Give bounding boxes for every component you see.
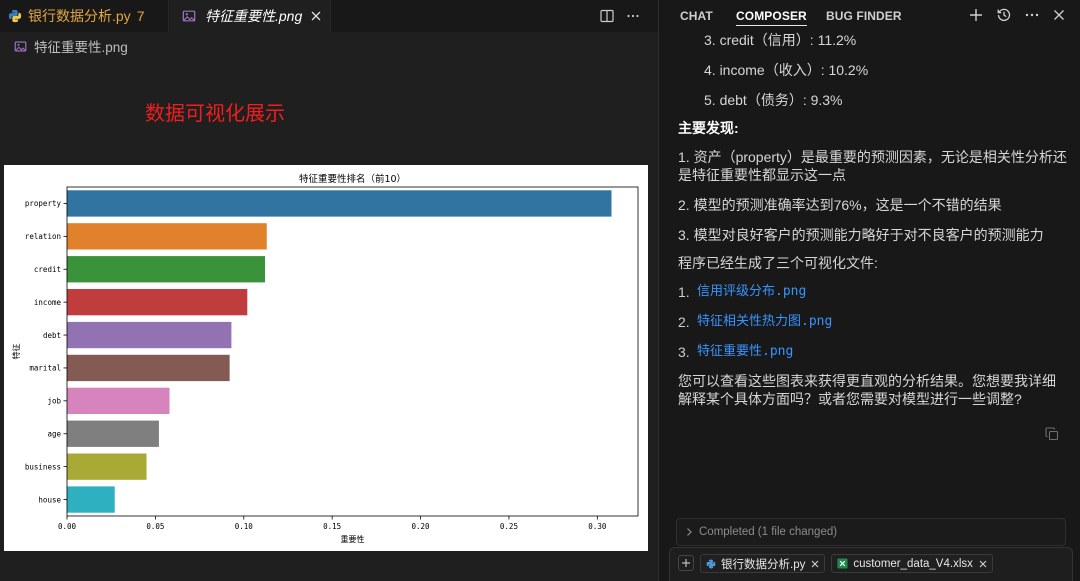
bar-house [67, 486, 115, 513]
tab-label: 银行数据分析.py [28, 8, 131, 24]
problem-count-badge: 7 [136, 8, 145, 24]
chart-title: 特征重要性排名（前10） [299, 173, 406, 185]
bar-business [67, 453, 147, 480]
tab-composer[interactable]: COMPOSER [736, 8, 807, 26]
y-tick-label: relation [25, 232, 61, 241]
axes-frame [66, 186, 639, 517]
tab-bug-finder[interactable]: BUG FINDER [826, 9, 902, 23]
tab-bank-analysis-py[interactable]: 银行数据分析.py 7 [0, 0, 169, 32]
x-tick-label: 0.00 [58, 522, 77, 531]
file-link[interactable]: 信用评级分布.png [697, 284, 807, 299]
findings-heading: 主要发现: [678, 120, 739, 136]
finding-item: 1. 资产（property）是最重要的预测因素，无论是相关性分析还是特征重要性… [678, 149, 1067, 183]
bar-debt [67, 321, 232, 349]
y-tick-label: job [47, 397, 61, 406]
close-icon[interactable] [310, 10, 322, 22]
x-tick-label: 0.30 [588, 522, 607, 531]
list-number: 2. [678, 314, 690, 330]
feature-importance-chart: property relation credit income debt marital j… [11, 173, 639, 544]
python-file-icon [706, 559, 716, 568]
tab-chat[interactable]: CHAT [680, 9, 713, 23]
y-tick-label: marital [29, 364, 61, 373]
x-tick-label: 0.20 [412, 522, 431, 531]
copy-icon[interactable] [1045, 427, 1059, 441]
list-number: 3. [678, 344, 690, 360]
x-tick-label: 0.15 [323, 522, 341, 531]
close-icon[interactable] [811, 560, 819, 568]
x-axis-label: 重要性 [341, 534, 365, 544]
editor-area: 银行数据分析.py 7 特征重要性.png [0, 0, 658, 551]
y-tick-label: property [25, 199, 62, 208]
x-tick-label: 0.25 [500, 522, 518, 531]
list-item: 5. debt（债务）: 9.3% [704, 92, 843, 108]
bar-relation [67, 223, 267, 250]
y-tick-label: income [34, 298, 62, 307]
more-actions-icon[interactable] [626, 9, 640, 23]
list-number: 1. [678, 284, 690, 300]
bar-credit [67, 256, 265, 283]
y-tick-label: house [38, 495, 61, 504]
bar-property [67, 190, 612, 217]
close-icon[interactable] [1051, 7, 1067, 23]
tab-label: 特征重要性.png [205, 8, 303, 24]
bar-income [67, 288, 248, 316]
finding-item: 3. 模型对良好客户的预测能力略好于对不良客户的预测能力 [678, 227, 1044, 243]
more-icon[interactable] [1024, 7, 1040, 23]
composer-input[interactable]: 银行数据分析.py customer_data_V4.xlsx [669, 547, 1073, 581]
completed-status-bar[interactable]: Completed (1 file changed) [676, 518, 1066, 546]
image-file-icon [14, 40, 27, 52]
breadcrumb-label: 特征重要性.png [34, 40, 128, 55]
tab-feature-importance-png[interactable]: 特征重要性.png [169, 0, 331, 32]
finding-item: 2. 模型的预测准确率达到76%，这是一个不错的结果 [678, 197, 1002, 213]
file-link[interactable]: 特征相关性热力图.png [697, 314, 833, 329]
bar-age [67, 420, 159, 447]
context-chip-excel[interactable]: customer_data_V4.xlsx [831, 554, 993, 573]
y-tick-label: business [25, 462, 61, 471]
image-file-icon [182, 10, 196, 22]
chip-label: 银行数据分析.py [721, 558, 806, 571]
status-label: Completed (1 file changed) [699, 526, 838, 538]
x-tick-label: 0.05 [146, 522, 164, 531]
y-tick-label: age [47, 429, 61, 438]
closing-paragraph: 您可以查看这些图表来获得更直观的分析结果。您想要我详细解释某个具体方面吗？或者您… [678, 373, 1056, 407]
bar-job [67, 387, 170, 415]
chevron-right-icon [687, 528, 692, 536]
file-list-item: 3. 特征重要性.png [678, 342, 793, 362]
composer-panel: CHAT COMPOSER BUG FINDER 3. credit（信用）: … [658, 0, 1080, 581]
y-tick-label: debt [43, 331, 61, 340]
plus-icon [682, 559, 690, 567]
y-axis-label: 特征 [11, 344, 21, 360]
chart-image: property relation credit income debt marital j… [4, 165, 648, 551]
bar-marital [67, 354, 230, 382]
file-link[interactable]: 特征重要性.png [697, 344, 794, 359]
history-icon[interactable] [996, 7, 1012, 23]
files-intro: 程序已经生成了三个可视化文件: [678, 255, 878, 271]
file-list-item: 2. 特征相关性热力图.png [678, 312, 832, 332]
context-chip-python[interactable]: 银行数据分析.py [700, 554, 826, 573]
split-editor-icon[interactable] [600, 9, 614, 23]
editor-tab-bar: 银行数据分析.py 7 特征重要性.png [0, 0, 658, 32]
python-file-icon [8, 9, 22, 23]
list-item: 3. credit（信用）: 11.2% [704, 32, 857, 48]
x-tick-label: 0.10 [235, 522, 254, 531]
file-list-item: 1. 信用评级分布.png [678, 282, 806, 302]
add-context-button[interactable] [678, 555, 694, 571]
close-icon[interactable] [979, 560, 987, 568]
excel-file-icon [837, 558, 848, 569]
plus-icon[interactable] [968, 7, 984, 23]
list-item: 4. income（收入）: 10.2% [704, 62, 869, 78]
y-tick-label: credit [34, 265, 61, 274]
breadcrumb[interactable]: 特征重要性.png [14, 37, 128, 55]
chip-label: customer_data_V4.xlsx [853, 557, 973, 570]
preview-heading: 数据可视化展示 [145, 103, 285, 125]
